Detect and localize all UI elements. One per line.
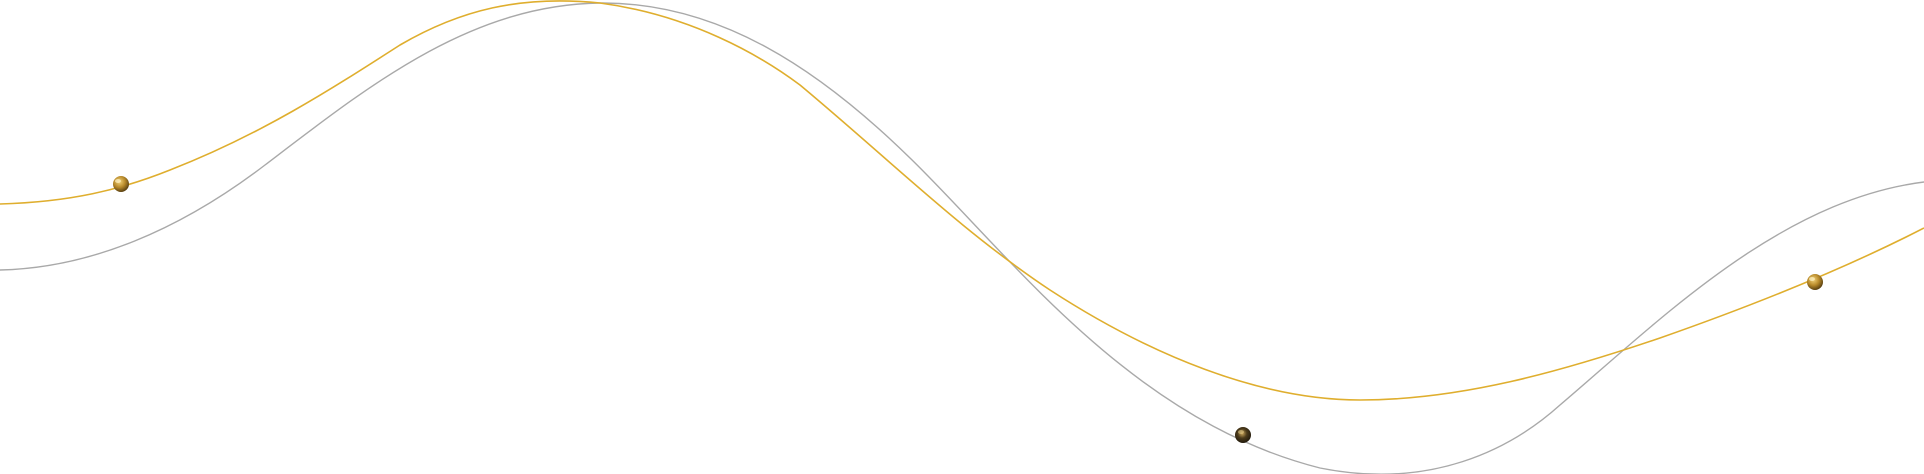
gold-wave-line (0, 0, 1924, 401)
gold-bead-icon (113, 176, 129, 192)
gold-bead-icon (1807, 274, 1823, 290)
dark-bead-icon (1235, 427, 1251, 443)
